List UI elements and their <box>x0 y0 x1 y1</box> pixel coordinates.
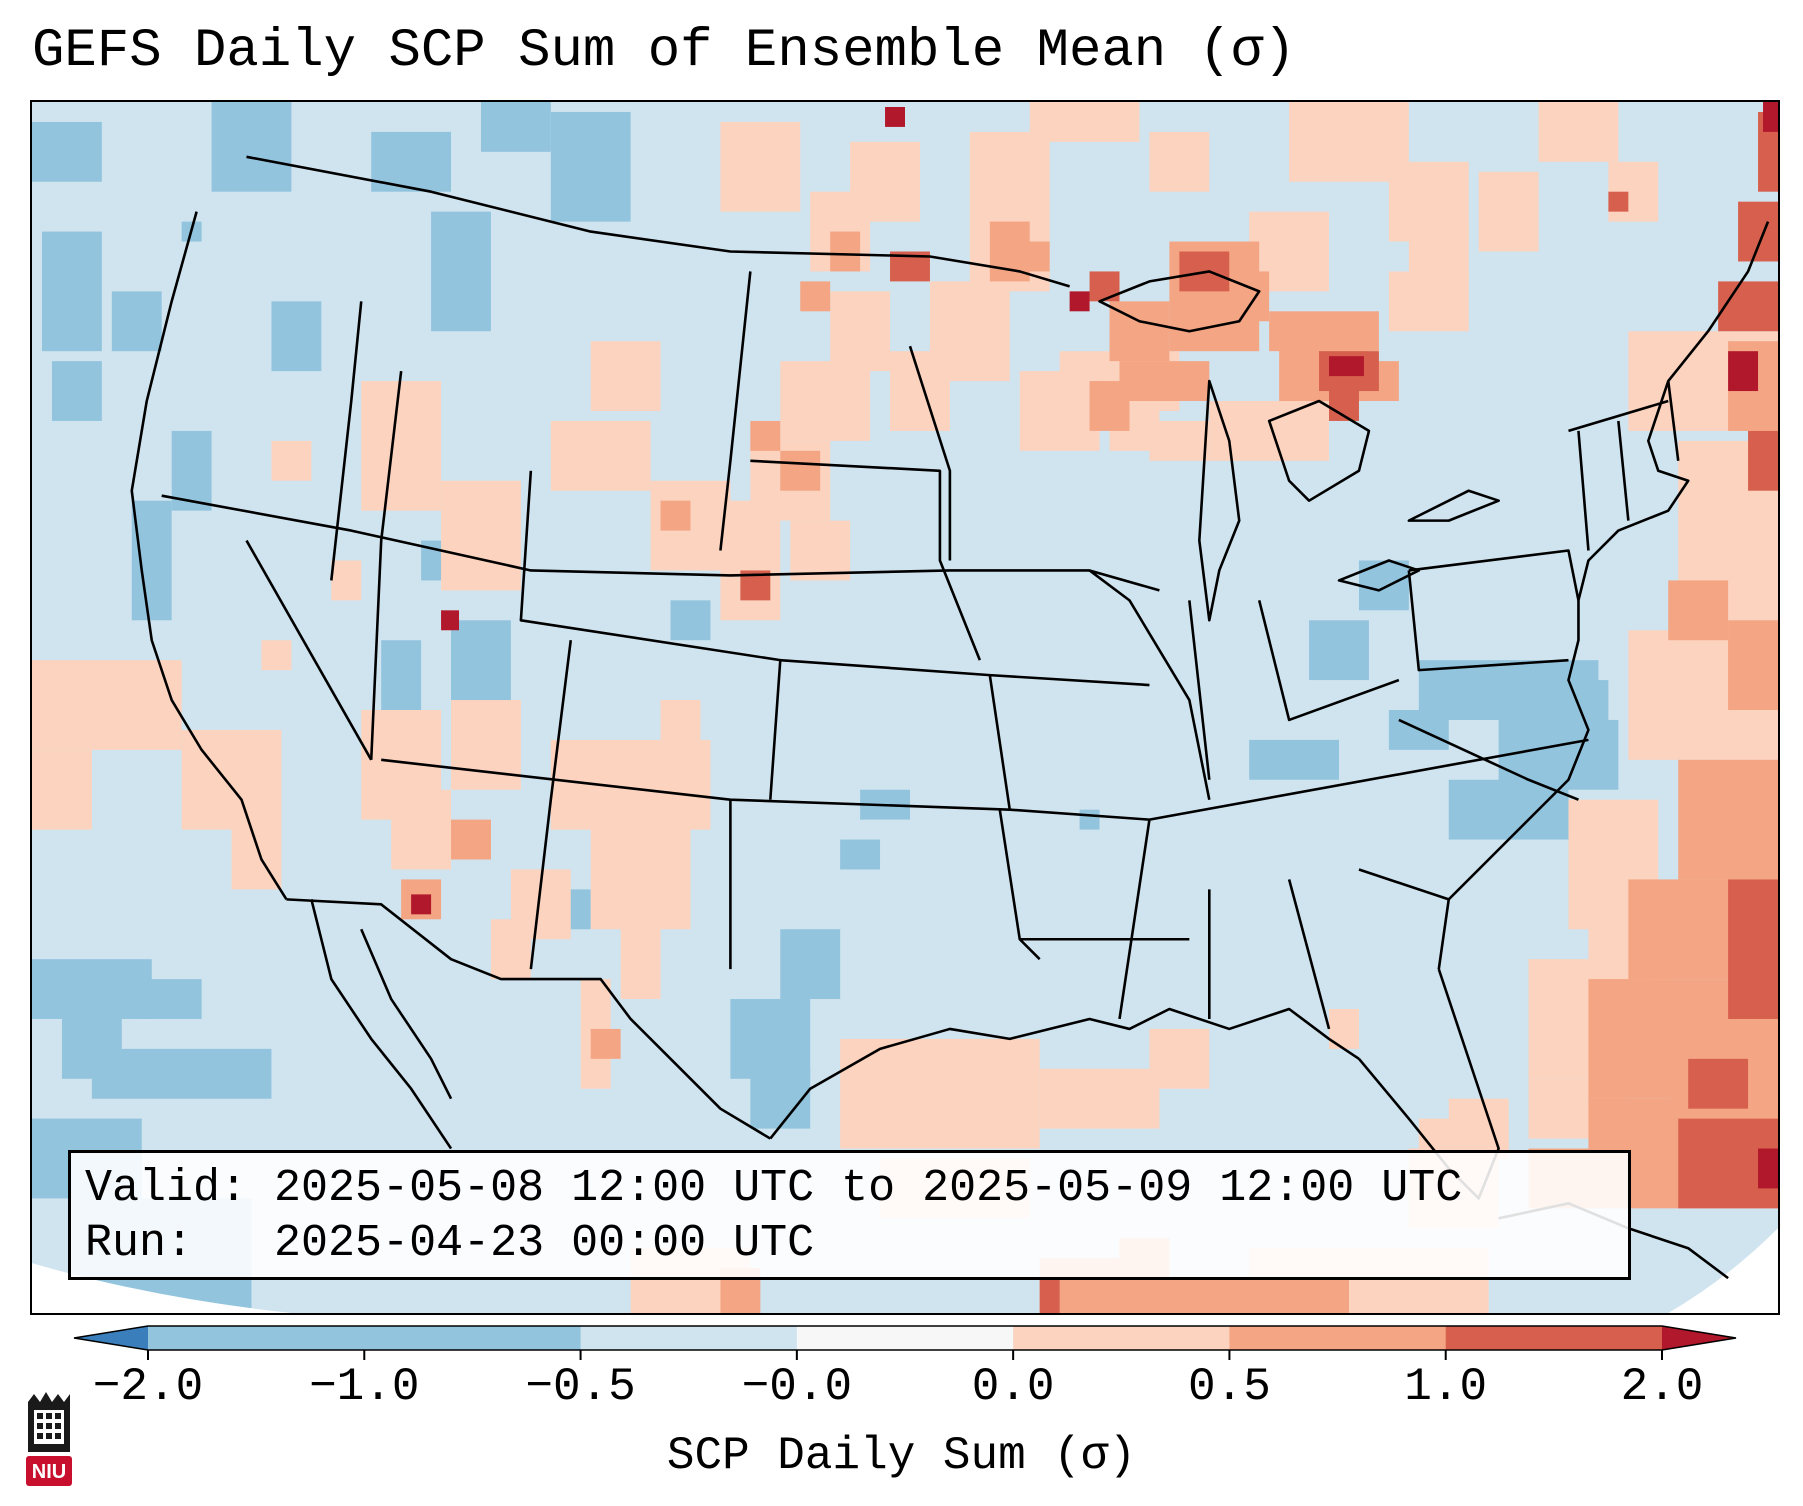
colorbar-tick-label: 0.0 <box>971 1361 1055 1413</box>
valid-run-box: Valid: 2025-05-08 12:00 UTC to 2025-05-0… <box>68 1150 1631 1280</box>
positive-anomaly-patches <box>32 102 1778 1313</box>
colorbar-extend-low <box>74 1326 148 1350</box>
colorbar-tick-label: −0.5 <box>525 1361 636 1413</box>
colorbar-tick-label: −0.0 <box>741 1361 853 1413</box>
map-canvas <box>32 102 1778 1313</box>
niu-logo <box>26 1392 72 1486</box>
state-borders <box>130 155 1770 1280</box>
colorbar-segment <box>1229 1326 1447 1350</box>
colorbar-extend-high <box>1662 1326 1736 1350</box>
colorbar-tick-label: 0.5 <box>1188 1361 1271 1413</box>
high-positive-patches <box>740 111 1778 1313</box>
colorbar-tick-label: −1.0 <box>309 1361 420 1413</box>
colorbar-label: SCP Daily Sum (σ) <box>666 1430 1137 1482</box>
projection-edge-right <box>1668 1228 1778 1313</box>
colorbar-segment <box>1013 1326 1230 1350</box>
colorbar-segment <box>364 1326 582 1350</box>
page-title: GEFS Daily SCP Sum of Ensemble Mean (σ) <box>32 21 1296 82</box>
projection-edge <box>32 1263 292 1313</box>
colorbar-segment <box>1445 1326 1663 1350</box>
colorbar-segment <box>148 1326 365 1350</box>
map-panel <box>30 100 1780 1315</box>
colorbar <box>73 1325 1737 1360</box>
run-label: Run: <box>85 1218 194 1269</box>
run-time: 2025-04-23 00:00 UTC <box>274 1218 815 1269</box>
colorbar-tick-label: 1.0 <box>1404 1361 1488 1413</box>
negative-anomaly-patches <box>32 102 1619 1309</box>
valid-label: Valid: <box>85 1163 248 1214</box>
colorbar-tick-label: −2.0 <box>92 1361 204 1413</box>
extreme-positive-patches <box>411 102 1778 1189</box>
niu-logo-text: NIU <box>31 1461 67 1483</box>
colorbar-segment <box>580 1326 798 1350</box>
valid-time: 2025-05-08 12:00 UTC to 2025-05-09 12:00… <box>274 1163 1463 1214</box>
scp-field <box>32 102 1778 1313</box>
colorbar-tick-label: 2.0 <box>1620 1361 1704 1413</box>
colorbar-segment <box>796 1326 1014 1350</box>
